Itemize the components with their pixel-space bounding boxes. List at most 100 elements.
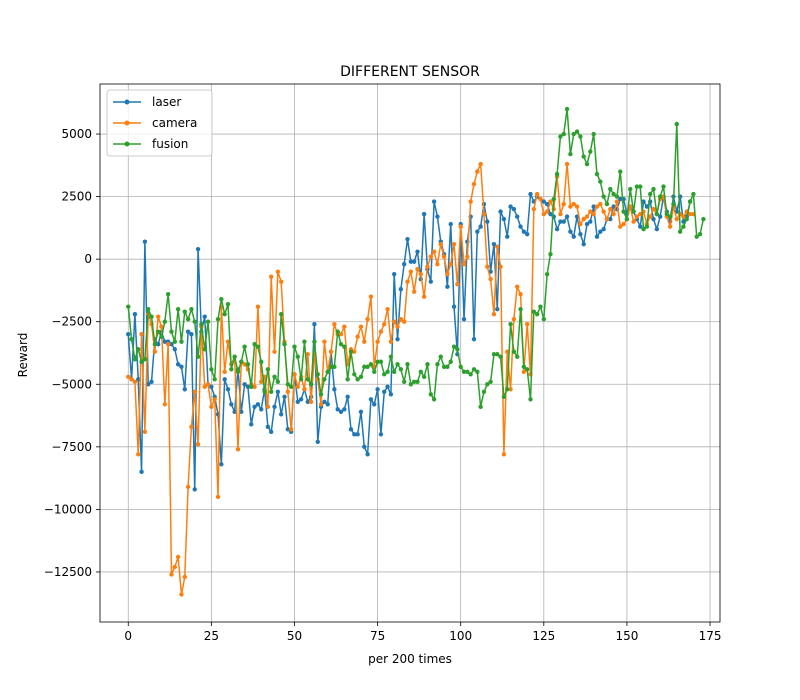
- data-point-camera: [415, 266, 420, 272]
- series-camera: [126, 161, 696, 597]
- data-point-laser: [657, 214, 663, 219]
- data-point-fusion: [192, 319, 197, 324]
- data-point-fusion: [674, 121, 679, 127]
- data-point-laser: [185, 329, 191, 334]
- data-point-fusion: [528, 397, 533, 402]
- data-point-laser: [491, 241, 497, 247]
- data-point-fusion: [671, 201, 676, 207]
- data-point-fusion: [471, 367, 477, 372]
- data-point-fusion: [368, 362, 374, 367]
- data-point-camera: [541, 211, 547, 217]
- data-point-laser: [395, 337, 400, 342]
- data-point-fusion: [684, 216, 689, 222]
- data-point-camera: [152, 349, 158, 354]
- data-point-camera: [435, 261, 440, 267]
- data-point-camera: [288, 427, 294, 432]
- data-point-fusion: [531, 309, 537, 314]
- data-point-laser: [405, 236, 410, 242]
- data-point-laser: [322, 399, 327, 404]
- data-point-fusion: [312, 339, 317, 344]
- data-point-fusion: [395, 362, 400, 367]
- plot-area: 0 25 50 75 100 125 150 175 −12500 −10000 −7500 −500…: [44, 83, 721, 643]
- data-point-laser: [348, 427, 354, 432]
- data-point-camera: [205, 382, 211, 387]
- data-point-fusion: [202, 347, 207, 352]
- data-point-laser: [249, 422, 254, 427]
- data-point-fusion: [212, 377, 217, 382]
- data-point-laser: [295, 399, 300, 404]
- data-point-camera: [382, 322, 387, 327]
- data-point-camera: [524, 322, 530, 327]
- data-point-laser: [358, 409, 364, 414]
- legend-box: [106, 89, 213, 157]
- data-point-laser: [451, 304, 457, 309]
- data-point-fusion: [295, 354, 300, 359]
- data-point-fusion: [182, 309, 187, 314]
- y-tick-label: −2500: [51, 315, 92, 329]
- data-point-camera: [558, 211, 563, 217]
- data-point-fusion: [538, 304, 543, 309]
- data-point-fusion: [667, 214, 673, 219]
- data-point-laser: [222, 377, 227, 382]
- data-point-camera: [401, 319, 407, 324]
- data-point-fusion: [332, 364, 337, 369]
- data-point-laser: [641, 199, 646, 204]
- data-point-camera: [368, 294, 374, 299]
- data-point-fusion: [495, 352, 500, 357]
- data-point-laser: [568, 229, 573, 234]
- data-point-laser: [345, 394, 350, 399]
- data-point-laser: [142, 239, 148, 244]
- data-point-laser: [548, 211, 553, 217]
- legend-marker-camera: [124, 120, 130, 126]
- data-point-camera: [395, 324, 400, 329]
- data-point-fusion: [448, 359, 453, 364]
- data-point-camera: [352, 349, 357, 354]
- data-point-camera: [209, 404, 214, 409]
- data-point-laser: [495, 307, 500, 312]
- data-point-laser: [338, 409, 344, 414]
- data-point-camera: [534, 191, 540, 197]
- data-point-fusion: [624, 216, 630, 222]
- data-point-fusion: [388, 354, 394, 359]
- data-point-fusion: [405, 362, 410, 367]
- data-point-camera: [618, 224, 623, 229]
- data-point-fusion: [169, 329, 174, 334]
- data-point-camera: [338, 332, 344, 337]
- data-point-laser: [209, 384, 214, 389]
- data-point-fusion: [385, 369, 390, 374]
- data-point-camera: [295, 384, 300, 389]
- data-point-camera: [518, 292, 523, 297]
- data-point-camera: [159, 324, 164, 329]
- data-point-fusion: [438, 354, 443, 359]
- data-point-camera: [667, 224, 673, 229]
- data-point-fusion: [239, 359, 244, 364]
- data-point-fusion: [641, 226, 646, 232]
- data-point-fusion: [594, 171, 600, 177]
- data-point-laser: [285, 427, 291, 432]
- data-point-camera: [498, 264, 503, 269]
- data-point-camera: [561, 201, 566, 207]
- data-point-camera: [601, 209, 606, 214]
- data-point-fusion: [229, 367, 234, 372]
- data-point-fusion: [318, 392, 324, 397]
- data-point-camera: [215, 494, 221, 500]
- data-point-fusion: [654, 211, 660, 217]
- data-point-camera: [571, 201, 576, 207]
- data-point-laser: [192, 487, 197, 492]
- data-point-camera: [269, 274, 274, 279]
- data-point-laser: [608, 216, 613, 222]
- data-point-laser: [428, 279, 433, 284]
- data-point-laser: [175, 362, 181, 367]
- data-point-camera: [501, 452, 507, 457]
- data-point-fusion: [129, 337, 134, 342]
- data-point-fusion: [644, 224, 650, 229]
- data-point-laser: [518, 224, 523, 229]
- data-point-camera: [192, 389, 197, 394]
- data-point-camera: [491, 312, 497, 317]
- data-point-camera: [481, 211, 487, 217]
- data-point-fusion: [534, 312, 540, 317]
- data-point-camera: [611, 211, 616, 217]
- data-point-camera: [421, 294, 427, 299]
- data-point-fusion: [415, 379, 420, 384]
- data-point-fusion: [687, 199, 693, 204]
